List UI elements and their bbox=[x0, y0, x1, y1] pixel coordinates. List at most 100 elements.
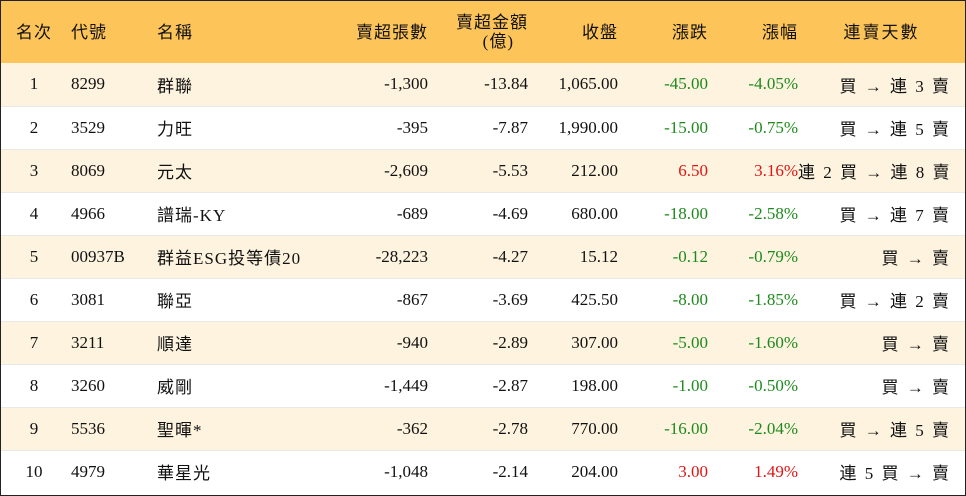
cell-net-sell-amount: -2.89 bbox=[428, 320, 528, 364]
cell-change-pct: -0.75% bbox=[708, 105, 798, 149]
cell-change: 6.50 bbox=[618, 148, 708, 192]
table-row[interactable]: 1 8299 群聯 -1,300 -13.84 1,065.00 -45.00 -4.05% 買… bbox=[1, 63, 965, 106]
table-row[interactable]: 3 8069 元太 -2,609 -5.53 212.00 6.50 3.16% 連 2 買 →… bbox=[1, 148, 965, 192]
cell-change: -18.00 bbox=[618, 191, 708, 235]
cell-streak-days: 連 5 買 → 賣 bbox=[798, 449, 965, 493]
cell-name: 華星光 bbox=[151, 449, 337, 493]
cell-code: 3211 bbox=[67, 320, 151, 364]
cell-change: -15.00 bbox=[618, 105, 708, 149]
header-net-sell-amount-line1: 賣超金額 bbox=[456, 13, 528, 32]
cell-streak-days: 連 2 買 → 連 8 賣 bbox=[798, 148, 965, 192]
cell-net-sell-amount: -3.69 bbox=[428, 277, 528, 321]
cell-change: -16.00 bbox=[618, 406, 708, 450]
cell-name: 威剛 bbox=[151, 363, 337, 407]
header-rank[interactable]: 名次 bbox=[16, 22, 52, 42]
cell-net-sell-lots: -1,048 bbox=[337, 449, 428, 493]
cell-net-sell-amount: -4.27 bbox=[428, 234, 528, 278]
cell-rank: 6 bbox=[1, 277, 67, 321]
table-row[interactable]: 2 3529 力旺 -395 -7.87 1,990.00 -15.00 -0.75% 買 → … bbox=[1, 105, 965, 149]
header-net-sell-amount-unit: (億) bbox=[482, 32, 514, 51]
cell-streak-days: 買 → 賣 bbox=[798, 234, 965, 278]
cell-change: -45.00 bbox=[664, 74, 708, 94]
cell-net-sell-lots: -940 bbox=[337, 320, 428, 364]
cell-change-pct: -2.58% bbox=[708, 191, 798, 235]
table-row[interactable]: 8 3260 威剛 -1,449 -2.87 198.00 -1.00 -0.50% 買 → 賣 bbox=[1, 363, 965, 407]
cell-close: 15.12 bbox=[528, 234, 618, 278]
cell-change: 3.00 bbox=[618, 449, 708, 493]
cell-name: 群聯 bbox=[157, 76, 193, 96]
cell-code: 3260 bbox=[67, 363, 151, 407]
cell-name: 聯亞 bbox=[151, 277, 337, 321]
cell-change-pct: 1.49% bbox=[708, 449, 798, 493]
cell-close: 204.00 bbox=[528, 449, 618, 493]
cell-name: 元太 bbox=[151, 148, 337, 192]
cell-rank: 1 bbox=[29, 74, 39, 94]
cell-rank: 4 bbox=[1, 191, 67, 235]
header-code[interactable]: 代號 bbox=[71, 22, 107, 42]
table-body: 1 8299 群聯 -1,300 -13.84 1,065.00 -45.00 -4.05% 買… bbox=[1, 63, 965, 493]
cell-change-pct: -1.85% bbox=[708, 277, 798, 321]
cell-streak-days: 買 → 連 7 賣 bbox=[798, 191, 965, 235]
cell-change-pct: 3.16% bbox=[708, 148, 798, 192]
cell-net-sell-amount: -5.53 bbox=[428, 148, 528, 192]
cell-change-pct: -0.50% bbox=[708, 363, 798, 407]
cell-code: 8299 bbox=[71, 74, 105, 94]
table-row[interactable]: 7 3211 順達 -940 -2.89 307.00 -5.00 -1.60% 買 → 賣 bbox=[1, 320, 965, 364]
cell-change: -8.00 bbox=[618, 277, 708, 321]
cell-net-sell-lots: -395 bbox=[337, 105, 428, 149]
cell-rank: 10 bbox=[1, 449, 67, 493]
cell-name: 群益ESG投等債20 bbox=[151, 234, 337, 278]
cell-name: 譜瑞-KY bbox=[151, 191, 337, 235]
cell-net-sell-amount: -7.87 bbox=[428, 105, 528, 149]
header-net-sell-lots[interactable]: 賣超張數 bbox=[356, 22, 428, 42]
header-close[interactable]: 收盤 bbox=[582, 22, 618, 42]
header-streak-days[interactable]: 連賣天數 bbox=[843, 22, 920, 42]
cell-change: -1.00 bbox=[618, 363, 708, 407]
cell-code: 5536 bbox=[67, 406, 151, 450]
table-row[interactable]: 4 4966 譜瑞-KY -689 -4.69 680.00 -18.00 -2.58% 買 →… bbox=[1, 191, 965, 235]
cell-close: 1,990.00 bbox=[528, 105, 618, 149]
header-net-sell-amount[interactable]: 賣超金額 (億) bbox=[428, 1, 528, 63]
cell-close: 212.00 bbox=[528, 148, 618, 192]
cell-rank: 3 bbox=[1, 148, 67, 192]
cell-net-sell-lots: -2,609 bbox=[337, 148, 428, 192]
cell-close: 1,065.00 bbox=[558, 74, 619, 94]
header-name[interactable]: 名稱 bbox=[157, 22, 193, 42]
table-row[interactable]: 5 00937B 群益ESG投等債20 -28,223 -4.27 15.12 -0.12-… bbox=[1, 234, 965, 278]
header-row: 名次 代號 名稱 賣超張數 賣超金額 (億) 收盤 漲跌 漲幅 連賣天數 bbox=[1, 1, 965, 63]
header-change-pct[interactable]: 漲幅 bbox=[762, 22, 798, 42]
cell-streak-days: 買 → 連 5 賣 bbox=[798, 105, 965, 149]
table-row[interactable]: 9 5536 聖暉* -362 -2.78 770.00 -16.00 -2.04% 買 → 連… bbox=[1, 406, 965, 450]
cell-change-pct: -4.05% bbox=[748, 74, 798, 94]
cell-rank: 5 bbox=[1, 234, 67, 278]
cell-net-sell-lots: -689 bbox=[337, 191, 428, 235]
cell-close: 198.00 bbox=[528, 363, 618, 407]
table-row[interactable]: 10 4979 華星光 -1,048 -2.14 204.00 3.00 1.49% 連 5 買… bbox=[1, 449, 965, 493]
cell-net-sell-lots: -867 bbox=[337, 277, 428, 321]
cell-change-pct: -1.60% bbox=[708, 320, 798, 364]
cell-code: 00937B bbox=[67, 234, 151, 278]
cell-net-sell-amount: -2.87 bbox=[428, 363, 528, 407]
cell-net-sell-amount: -4.69 bbox=[428, 191, 528, 235]
cell-rank: 7 bbox=[1, 320, 67, 364]
cell-name: 力旺 bbox=[151, 105, 337, 149]
table-row[interactable]: 6 3081 聯亞 -867 -3.69 425.50 -8.00 -1.85% 買 → 連 2… bbox=[1, 277, 965, 321]
cell-close: 307.00 bbox=[528, 320, 618, 364]
cell-net-sell-amount: -2.14 bbox=[428, 449, 528, 493]
cell-rank: 8 bbox=[1, 363, 67, 407]
cell-code: 4966 bbox=[67, 191, 151, 235]
cell-net-sell-amount: -13.84 bbox=[484, 74, 528, 94]
table-header: 名次 代號 名稱 賣超張數 賣超金額 (億) 收盤 漲跌 漲幅 連賣天數 bbox=[1, 1, 965, 63]
header-change[interactable]: 漲跌 bbox=[672, 22, 708, 42]
cell-code: 4979 bbox=[67, 449, 151, 493]
cell-net-sell-amount: -2.78 bbox=[428, 406, 528, 450]
cell-streak-days: 買 → 賣 bbox=[798, 320, 965, 364]
cell-code: 8069 bbox=[67, 148, 151, 192]
cell-streak-days: 買 → 連 3 賣 bbox=[839, 76, 951, 96]
cell-net-sell-lots: -362 bbox=[337, 406, 428, 450]
cell-change: -0.12 bbox=[618, 234, 708, 278]
cell-rank: 2 bbox=[1, 105, 67, 149]
cell-name: 順達 bbox=[151, 320, 337, 364]
